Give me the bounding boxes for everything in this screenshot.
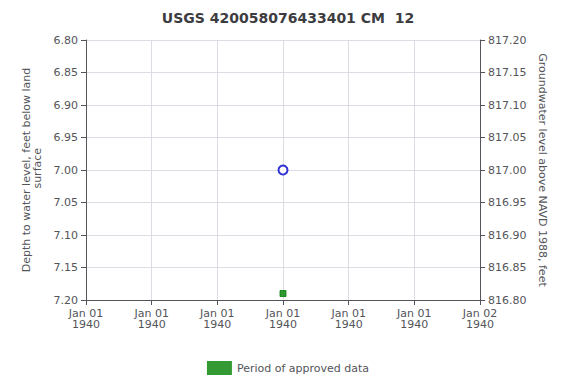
svg-text:Jan 01: Jan 01	[134, 307, 169, 320]
svg-text:Jan 01: Jan 01	[331, 307, 366, 320]
svg-text:1940: 1940	[269, 318, 297, 331]
svg-text:1940: 1940	[335, 318, 363, 331]
svg-text:6.90: 6.90	[54, 99, 79, 112]
svg-text:7.00: 7.00	[54, 164, 79, 177]
svg-text:1940: 1940	[466, 318, 494, 331]
svg-text:816.95: 816.95	[488, 196, 527, 209]
svg-text:1940: 1940	[72, 318, 100, 331]
svg-text:1940: 1940	[203, 318, 231, 331]
svg-text:Jan 01: Jan 01	[265, 307, 301, 320]
svg-text:6.80: 6.80	[54, 34, 79, 47]
svg-text:Jan 01: Jan 01	[200, 307, 235, 320]
svg-text:6.85: 6.85	[54, 66, 79, 79]
svg-text:817.15: 817.15	[488, 66, 527, 79]
svg-text:817.05: 817.05	[488, 131, 527, 144]
svg-text:7.20: 7.20	[54, 294, 79, 307]
svg-text:7.05: 7.05	[54, 196, 79, 209]
svg-text:817.00: 817.00	[488, 164, 527, 177]
svg-text:1940: 1940	[400, 318, 428, 331]
svg-text:6.95: 6.95	[54, 131, 79, 144]
svg-text:Jan 01: Jan 01	[68, 307, 104, 320]
svg-text:816.80: 816.80	[488, 294, 527, 307]
svg-text:816.85: 816.85	[488, 261, 527, 274]
svg-text:Jan 02: Jan 02	[462, 307, 498, 320]
svg-text:1940: 1940	[138, 318, 166, 331]
svg-text:7.10: 7.10	[54, 229, 79, 242]
svg-text:816.90: 816.90	[488, 229, 527, 242]
svg-text:7.15: 7.15	[54, 261, 79, 274]
svg-text:Groundwater level above NAVD 1: Groundwater level above NAVD 1988, feet	[536, 53, 549, 287]
svg-text:Depth to water level, feet bel: Depth to water level, feet below land	[19, 67, 33, 273]
svg-text:Period of approved data: Period of approved data	[237, 362, 369, 375]
svg-text:817.10: 817.10	[488, 99, 527, 112]
svg-text:Jan 01: Jan 01	[397, 307, 432, 320]
svg-text:surface: surface	[31, 148, 44, 192]
svg-text:USGS 420058076433401 CM 12: USGS 420058076433401 CM 12	[162, 10, 414, 26]
svg-text:817.20: 817.20	[488, 34, 527, 47]
